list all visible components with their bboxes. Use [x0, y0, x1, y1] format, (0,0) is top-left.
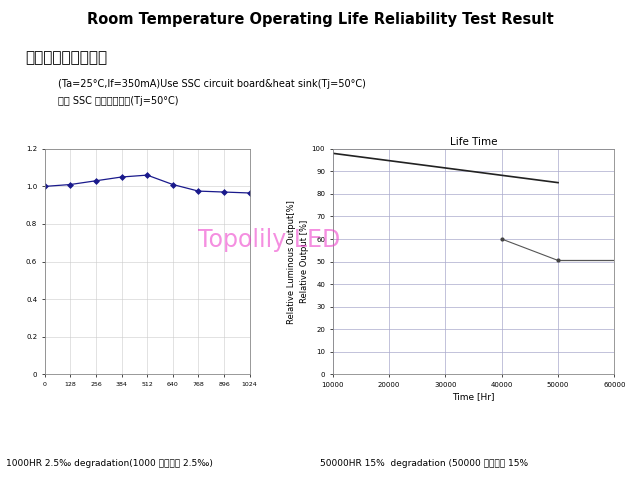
Text: Room Temperature Operating Life Reliability Test Result: Room Temperature Operating Life Reliabil… — [86, 12, 554, 27]
X-axis label: Time [Hr]: Time [Hr] — [452, 392, 495, 401]
Text: 50000HR 15%  degradation (50000 小时衰减 15%: 50000HR 15% degradation (50000 小时衰减 15% — [320, 459, 528, 468]
Y-axis label: Relative Output [%]: Relative Output [%] — [300, 220, 309, 303]
Text: Relative Luminous Output[%]: Relative Luminous Output[%] — [287, 200, 296, 324]
Text: 1000HR 2.5‰ degradation(1000 小时衰减 2.5‰): 1000HR 2.5‰ degradation(1000 小时衰减 2.5‰) — [6, 459, 213, 468]
Text: (Ta=25°C,If=350mA)Use SSC circuit board&heat sink(Tj=50°C): (Ta=25°C,If=350mA)Use SSC circuit board&… — [58, 79, 365, 89]
Text: 使用 SSC 带热沉电路板(Tj=50°C): 使用 SSC 带热沉电路板(Tj=50°C) — [58, 96, 178, 106]
Text: 常温点亮信耐性结果: 常温点亮信耐性结果 — [26, 50, 108, 65]
Title: Life Time: Life Time — [450, 137, 497, 146]
Text: Topolily LED: Topolily LED — [198, 228, 340, 252]
